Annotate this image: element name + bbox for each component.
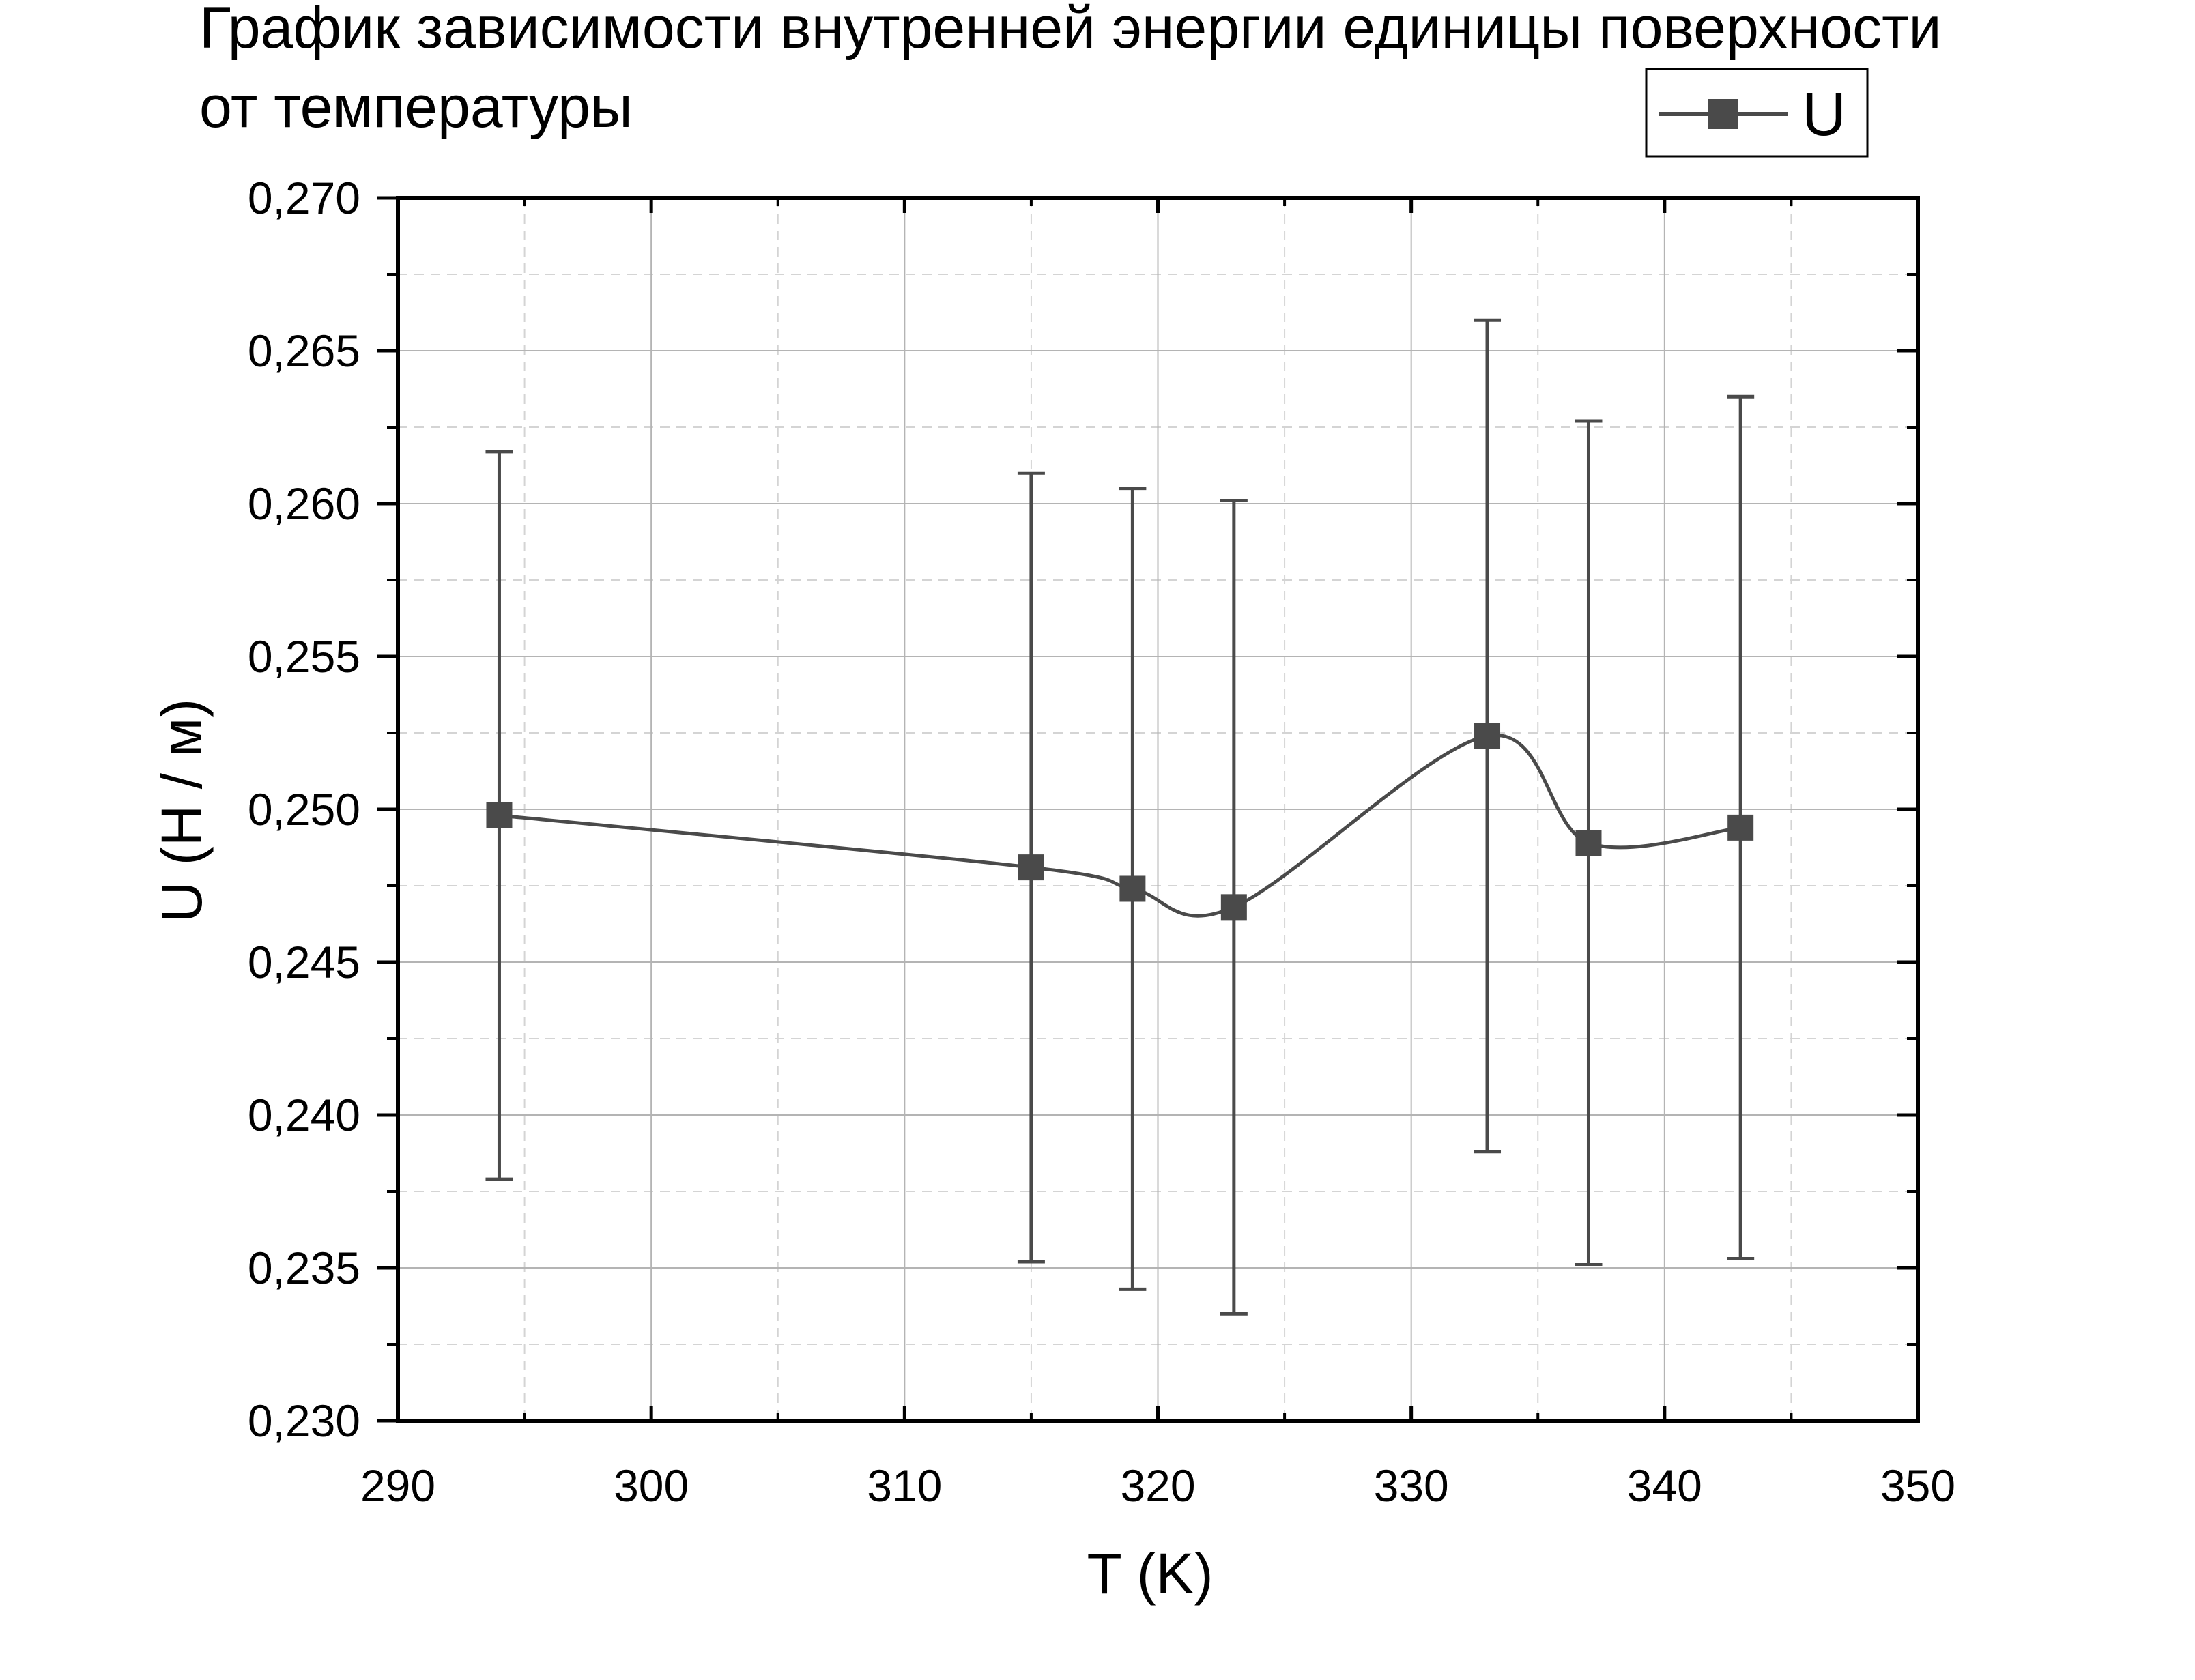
tick-labels: 290 300 310 320 330 340 350 0,230 0,235 0,240 0,24… xyxy=(248,173,1955,1511)
data-point-U xyxy=(1727,814,1754,841)
y-tick-label: 0,255 xyxy=(248,631,360,682)
marker-layer xyxy=(486,723,1754,921)
chart-title-line-2: от температуры xyxy=(199,74,633,140)
axes xyxy=(377,196,1920,1423)
y-tick-label: 0,265 xyxy=(248,325,360,376)
y-tick-label: 0,240 xyxy=(248,1090,360,1140)
x-tick-label: 310 xyxy=(867,1460,942,1511)
data-point-U xyxy=(1575,830,1602,856)
y-tick-label: 0,270 xyxy=(248,173,360,223)
x-tick-label: 290 xyxy=(360,1460,435,1511)
x-axis-label: T (K) xyxy=(1087,1541,1213,1606)
y-tick-label: 0,260 xyxy=(248,478,360,529)
y-tick-label: 0,230 xyxy=(248,1395,360,1446)
legend-entry-label: U xyxy=(1802,81,1846,149)
chart-title: График зависимости внутренней энергии ед… xyxy=(199,0,1942,140)
y-tick-label: 0,235 xyxy=(248,1243,360,1293)
y-axis-label: U (Н / м) xyxy=(149,699,214,923)
data-point-U xyxy=(1220,894,1247,921)
legend: U xyxy=(1645,68,1869,158)
x-tick-label: 300 xyxy=(614,1460,689,1511)
y-tick-label: 0,250 xyxy=(248,784,360,835)
legend-marker-sample xyxy=(1708,99,1738,129)
data-point-U xyxy=(486,802,513,828)
grid xyxy=(397,197,1919,1421)
x-tick-label: 350 xyxy=(1880,1460,1955,1511)
data-point-U xyxy=(1018,854,1044,881)
y-tick-label: 0,245 xyxy=(248,937,360,987)
x-tick-label: 340 xyxy=(1627,1460,1702,1511)
data-point-U xyxy=(1119,875,1146,902)
chart-title-line-1: График зависимости внутренней энергии ед… xyxy=(199,0,1942,61)
data-point-U xyxy=(1474,723,1501,749)
x-tick-label: 330 xyxy=(1374,1460,1449,1511)
x-tick-label: 320 xyxy=(1120,1460,1195,1511)
